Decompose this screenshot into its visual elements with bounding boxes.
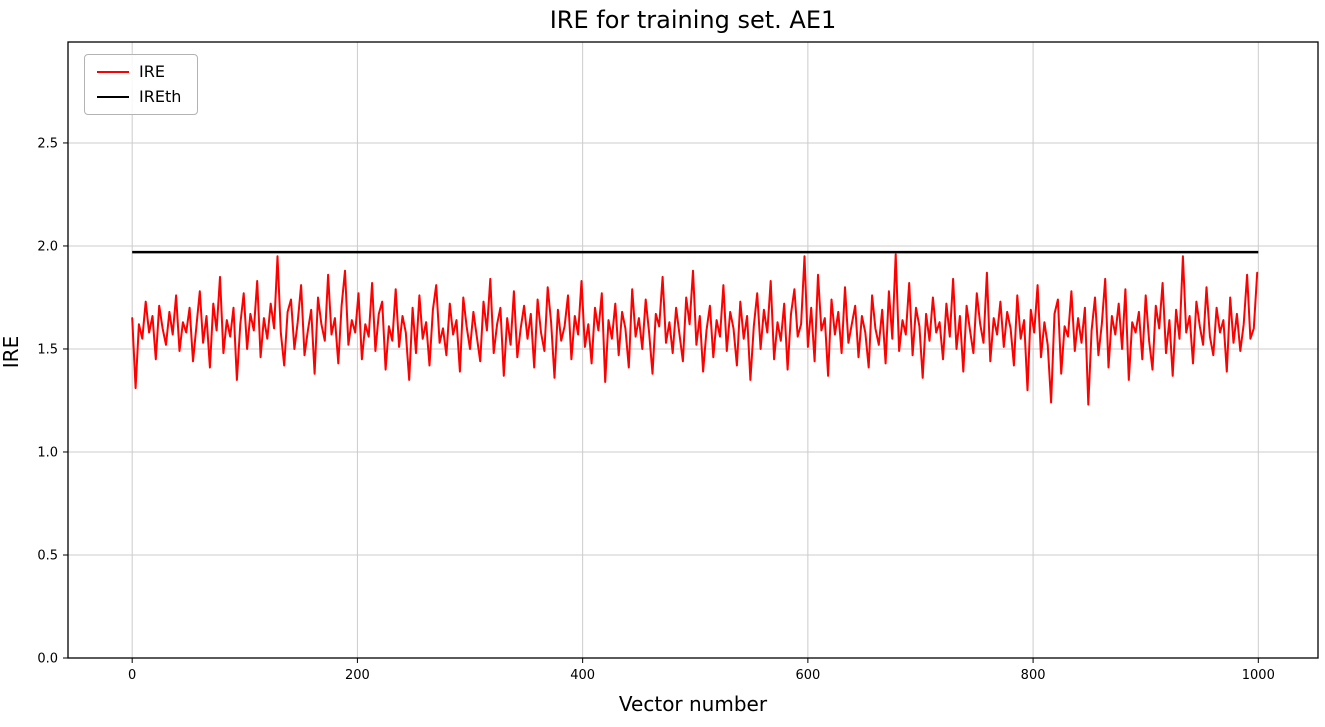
y-tick-label: 0.5 <box>37 548 58 563</box>
legend-label-ireth: IREth <box>139 87 182 106</box>
x-tick-label: 200 <box>345 668 370 683</box>
y-tick-label: 2.0 <box>37 239 58 254</box>
y-tick-label: 1.0 <box>37 445 58 460</box>
x-tick-label: 400 <box>570 668 595 683</box>
ire-series-line <box>131 253 1259 406</box>
y-tick-label: 2.5 <box>37 136 58 151</box>
plot-border <box>67 41 1319 659</box>
x-tick-label: 600 <box>795 668 820 683</box>
legend: IRE IREth <box>84 54 199 115</box>
y-tick-label: 1.5 <box>37 342 58 357</box>
ire-line-swatch <box>97 71 129 73</box>
legend-label-ire: IRE <box>139 62 165 81</box>
x-tick-label: 800 <box>1021 668 1046 683</box>
x-tick-label: 0 <box>128 668 136 683</box>
ireth-line-swatch <box>97 96 129 98</box>
legend-item-ireth: IREth <box>97 89 181 105</box>
y-tick-label: 0.0 <box>37 652 58 667</box>
x-axis-label: Vector number <box>618 692 768 716</box>
chart-title: IRE for training set. AE1 <box>549 6 837 34</box>
x-tick-label: 1000 <box>1242 668 1275 683</box>
legend-item-ire: IRE <box>97 64 181 80</box>
